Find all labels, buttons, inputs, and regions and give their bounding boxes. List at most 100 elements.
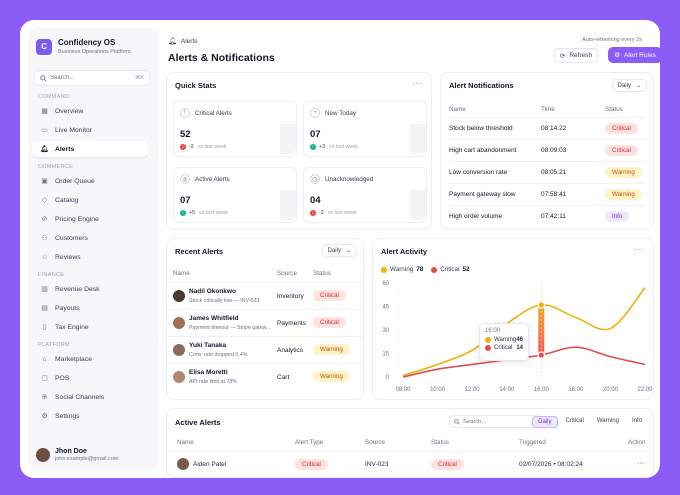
alert-activity-title: Alert Activity — [381, 247, 427, 256]
sidebar-item-settings[interactable]: ⚙︎ Settings — [32, 408, 148, 424]
sidebar-item-revenue-desk[interactable]: ▥ Revenue Desk — [32, 281, 148, 297]
data-point-warning — [537, 301, 546, 309]
data-point-critical — [537, 351, 546, 359]
notifications-table: Name Time Status Stock below threshold 08… — [449, 103, 645, 227]
legend-total-critical: 52 — [462, 266, 470, 273]
avatar — [177, 458, 189, 470]
status-badge: Warning — [605, 166, 642, 178]
tooltip-value-warning: 46 — [516, 337, 523, 343]
sidebar-item-tax-engine[interactable]: ▯ Tax Engine — [32, 319, 148, 335]
col-status: Status — [313, 270, 331, 277]
cell-name: Stock below threshold — [449, 124, 513, 132]
tab-daily[interactable]: Daily — [532, 416, 558, 428]
users-icon: ⚇ — [41, 235, 48, 242]
sidebar-item-customers[interactable]: ⚇ Customers — [32, 230, 148, 246]
legend-label-warning: Warning — [390, 266, 414, 273]
sidebar-item-order-queue[interactable]: ▣ Order Queue — [32, 173, 148, 189]
section-platform: PLATFORM — [38, 342, 70, 348]
list-item[interactable]: Yuki Tanaka Conv. rate dropped 0.4% Anal… — [167, 336, 363, 362]
list-item[interactable]: Elisa Moretti API rate limit at 78% Cart… — [167, 363, 363, 389]
avatar — [173, 290, 185, 302]
tooltip-label-warning: Warning — [494, 337, 517, 343]
quick-stats-title: Quick Stats — [175, 81, 217, 90]
sidebar-item-label: Revenue Desk — [55, 285, 100, 293]
more-icon[interactable]: ··· — [412, 79, 423, 88]
stat-label: Active Alerts — [195, 175, 230, 183]
down-arrow-icon: ↓ — [310, 210, 316, 216]
legend-swatch-warning — [381, 266, 387, 273]
sidebar-item-marketplace[interactable]: ⌂ Marketplace — [32, 351, 148, 367]
sidebar-item-catalog[interactable]: ◇ Catalog — [32, 192, 148, 208]
table-row[interactable]: Low conversion rate 08:05:21 Warning — [449, 161, 645, 183]
tab-critical[interactable]: Critical — [565, 418, 584, 424]
sidebar-item-social-channels[interactable]: ⊕ Social Channels — [32, 389, 148, 405]
tab-warning[interactable]: Warning — [596, 418, 619, 424]
pricing-icon: ⊘ — [41, 216, 48, 223]
bell-icon: ◔ — [310, 108, 320, 118]
breadcrumb: 🔔︎ Alerts — [168, 37, 198, 46]
cell-time: 08:09:03 — [541, 146, 567, 154]
alert-source: Payments — [277, 320, 306, 327]
page-title: Alerts & Notifications — [168, 52, 275, 64]
recent-alerts-card: Recent Alerts Daily ⌄ Name Source Status … — [166, 238, 364, 400]
sidebar-item-label: POS — [55, 374, 70, 382]
user-profile[interactable]: Jhon Doe john.example@gmail.com — [36, 448, 118, 462]
active-alerts-search[interactable] — [449, 415, 541, 428]
tag-icon: ◇ — [41, 197, 48, 204]
sidebar-item-overview[interactable]: ▦ Overview — [32, 103, 148, 119]
cell-time: 07:58:41 — [541, 190, 567, 198]
store-icon: ⌂ — [42, 355, 47, 363]
stat-delta-note: vs last week — [329, 144, 358, 150]
filter-dropdown[interactable]: Daily ⌄ — [321, 244, 357, 257]
gear-icon: ⚙︎ — [614, 52, 621, 59]
section-commerce: COMMERCE — [38, 164, 74, 170]
sidebar-item-label: Reviews — [55, 253, 81, 261]
sidebar: C Confidency OS Business Operations Plat… — [28, 28, 158, 470]
status-badge: Critical — [431, 459, 464, 470]
sidebar-item-alerts[interactable]: 🔔︎ Alerts — [32, 141, 148, 157]
search-input[interactable] — [50, 75, 135, 81]
stat-delta-note: vs last week — [197, 144, 227, 150]
avatar — [173, 371, 185, 383]
search-shortcut: ⌘K — [134, 75, 144, 81]
list-item[interactable]: James Whitfield Payment timeout — Stripe… — [167, 309, 363, 335]
filter-dropdown[interactable]: Daily ⌄ — [611, 79, 647, 92]
refresh-icon: ⟳ — [559, 52, 566, 60]
stat-card-new-today: ◔ New Today 07 ↑ +3 vs last week — [303, 101, 427, 157]
alert-notifications-title: Alert Notifications — [449, 81, 514, 90]
stat-card-unacknowledged: ◷ Unacknowledged 04 ↓ -2 vs last week — [303, 167, 427, 223]
alert-rules-button[interactable]: ⚙︎ Alert Rules — [608, 47, 660, 63]
table-row[interactable]: Payment gateway slow 07:58:41 Warning — [449, 183, 645, 205]
list-item[interactable]: Nadil Okonkwo Stock critically low — INV… — [167, 282, 363, 308]
y-tick-label: 30 — [382, 328, 389, 334]
sidebar-item-live-monitor[interactable]: ▭ Live Monitor — [32, 122, 148, 138]
grid-icon: ▦ — [41, 108, 48, 115]
sidebar-item-reviews[interactable]: ☆ Reviews — [32, 249, 148, 265]
search-input[interactable] — [463, 418, 533, 425]
table-row[interactable]: Aiden Patel Critical INV-023 Critical 02… — [167, 451, 653, 475]
more-icon[interactable]: ··· — [634, 245, 645, 254]
row-action-menu[interactable]: ··· — [637, 460, 644, 467]
table-row[interactable]: High cart abandonment 08:09:03 Critical — [449, 139, 645, 161]
sidebar-item-label: Customers — [55, 234, 88, 242]
cell-triggered: 02/07/2026 • 08:02:24 — [519, 461, 583, 468]
sidebar-item-pos[interactable]: ▢ POS — [32, 370, 148, 386]
table-row[interactable]: High order volume 07:42:11 Info — [449, 205, 645, 227]
sidebar-item-payouts[interactable]: ▤ Payouts — [32, 300, 148, 316]
table-row[interactable]: Stock below threshold 08:14:22 Critical — [449, 117, 645, 139]
wallet-icon: ▤ — [41, 305, 48, 312]
alert-name: Elisa Moretti — [189, 369, 228, 376]
chevron-down-icon: ⌄ — [345, 248, 351, 254]
refresh-button[interactable]: ⟳ Refresh — [554, 48, 598, 63]
status-badge: Critical — [605, 122, 638, 134]
sidebar-item-label: Alerts — [55, 145, 75, 153]
sidebar-search[interactable]: ⌘K — [34, 70, 150, 86]
brand-subtitle: Business Operations Platform — [58, 49, 131, 55]
sidebar-item-label: Order Queue — [55, 177, 95, 185]
down-arrow-icon: ↓ — [180, 144, 186, 150]
brand: C Confidency OS Business Operations Plat… — [36, 38, 131, 55]
avatar — [173, 317, 185, 329]
y-tick-label: 0 — [386, 375, 390, 381]
sidebar-item-pricing-engine[interactable]: ⊘ Pricing Engine — [32, 211, 148, 227]
tab-info[interactable]: Info — [631, 418, 642, 424]
